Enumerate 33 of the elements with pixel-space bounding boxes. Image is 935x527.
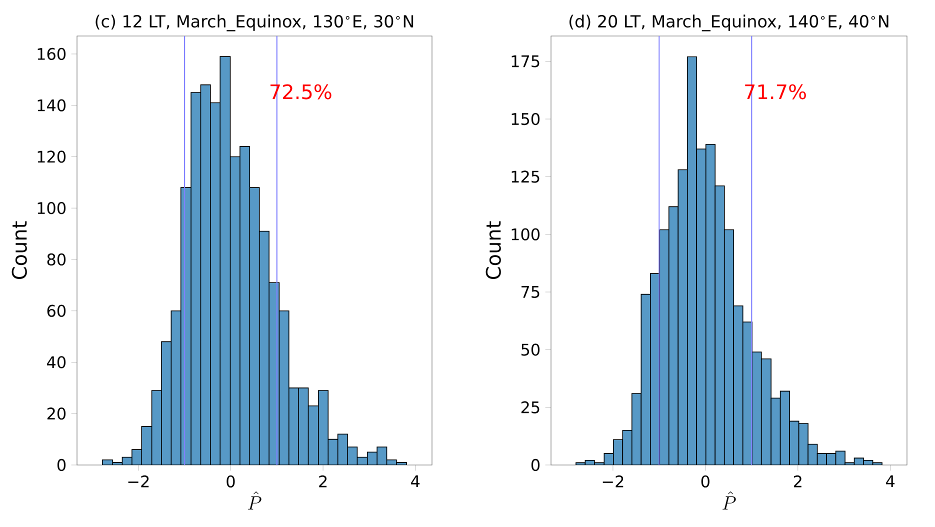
x-tick-label: 4 bbox=[411, 475, 420, 488]
x-tick-label: 2 bbox=[319, 475, 327, 488]
y-tick-label: 160 bbox=[38, 48, 66, 60]
chart-title: (c) 12 LT, March_Equinox, 130$^{∘}$E, 30$^{∘}$N bbox=[96, 14, 414, 32]
y-tick-label: 100 bbox=[38, 202, 66, 214]
y-tick-label: 40 bbox=[47, 356, 66, 368]
y-tick-label: 80 bbox=[47, 253, 66, 266]
y-tick-label: 175 bbox=[512, 55, 540, 68]
y-tick-label: 125 bbox=[512, 170, 540, 183]
x-tick-label: 0 bbox=[701, 475, 710, 488]
x-tick-label: −2 bbox=[128, 475, 149, 488]
y-tick-label: 150 bbox=[512, 112, 540, 126]
chart-title: (d) 20 LT, March_Equinox, 140$^{∘}$E, 40$^{∘}$N bbox=[569, 14, 888, 32]
y-tick-label: 100 bbox=[512, 228, 540, 240]
annotation: 71.7% bbox=[745, 84, 806, 100]
y-tick-label: 20 bbox=[47, 408, 66, 420]
annotation: 72.5% bbox=[270, 84, 332, 100]
x-tick-label: 4 bbox=[886, 475, 895, 488]
y-tick-label: 0 bbox=[531, 458, 540, 472]
x-tick-label: 2 bbox=[794, 475, 802, 488]
y-tick-label: 75 bbox=[522, 286, 540, 298]
y-tick-label: 120 bbox=[38, 150, 66, 163]
y-tick-label: 140 bbox=[38, 99, 66, 112]
x-axis-title: $\hat{P}$ bbox=[248, 491, 262, 510]
x-tick-label: 0 bbox=[226, 475, 235, 488]
y-tick-label: 50 bbox=[521, 344, 540, 356]
y-tick-label: 0 bbox=[57, 458, 66, 472]
x-axis-title: $\hat{P}$ bbox=[722, 491, 736, 510]
y-axis-title: Count bbox=[486, 221, 501, 280]
y-tick-label: 60 bbox=[47, 304, 66, 317]
y-axis-title: Count bbox=[12, 221, 27, 280]
x-tick-label: −2 bbox=[602, 475, 624, 488]
y-tick-label: 25 bbox=[521, 401, 540, 414]
